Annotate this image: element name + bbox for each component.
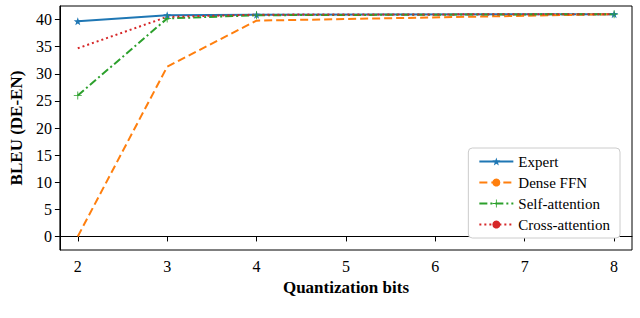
svg-text:40: 40 xyxy=(36,11,52,28)
svg-text:25: 25 xyxy=(36,92,52,109)
svg-text:6: 6 xyxy=(431,258,439,275)
svg-text:0: 0 xyxy=(44,228,52,245)
svg-text:35: 35 xyxy=(36,38,52,55)
svg-text:3: 3 xyxy=(163,258,171,275)
svg-text:8: 8 xyxy=(610,258,618,275)
svg-text:2: 2 xyxy=(74,258,82,275)
svg-text:BLEU (DE-EN): BLEU (DE-EN) xyxy=(7,71,26,186)
svg-text:5: 5 xyxy=(44,201,52,218)
svg-text:4: 4 xyxy=(253,258,261,275)
svg-text:30: 30 xyxy=(36,65,52,82)
svg-text:Dense FFN: Dense FFN xyxy=(518,175,587,191)
svg-text:5: 5 xyxy=(342,258,350,275)
svg-text:20: 20 xyxy=(36,120,52,137)
svg-text:7: 7 xyxy=(521,258,529,275)
svg-text:Quantization bits: Quantization bits xyxy=(283,278,409,297)
svg-text:10: 10 xyxy=(36,174,52,191)
svg-text:Self-attention: Self-attention xyxy=(518,196,600,212)
svg-text:15: 15 xyxy=(36,147,52,164)
svg-text:Expert: Expert xyxy=(518,154,559,170)
svg-text:Cross-attention: Cross-attention xyxy=(518,217,610,233)
